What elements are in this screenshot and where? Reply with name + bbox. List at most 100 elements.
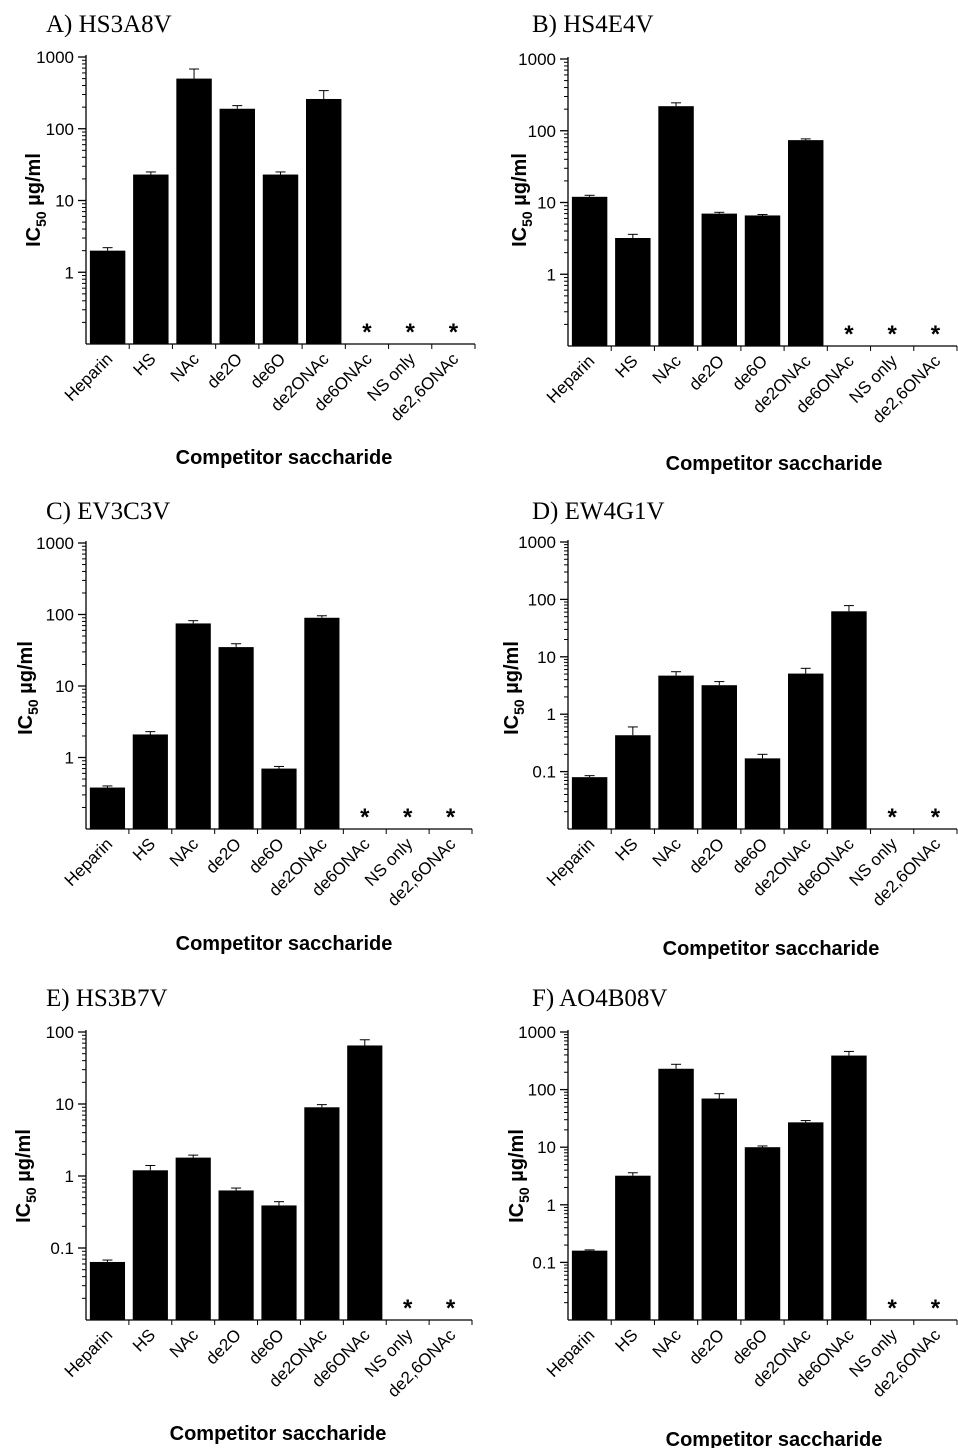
not-determined-marker: *: [887, 1295, 897, 1322]
bar-de6onac: [831, 611, 867, 829]
x-tick-label: de2O: [202, 834, 245, 877]
bar-hs: [132, 734, 168, 829]
bar-hs: [132, 1170, 168, 1320]
y-tick-label: 100: [46, 1023, 74, 1042]
not-determined-marker: *: [931, 321, 941, 348]
bar-de6o: [261, 1205, 297, 1320]
x-axis-label: Competitor saccharide: [666, 1429, 883, 1448]
x-tick-label: de2O: [685, 351, 728, 394]
y-tick-label: 100: [528, 590, 556, 609]
bar-de6o: [261, 768, 297, 829]
not-determined-marker: *: [446, 1295, 456, 1322]
bar-heparin: [89, 787, 126, 829]
bar-de2onac: [788, 140, 824, 346]
not-determined-marker: *: [931, 1295, 941, 1322]
x-tick-label: HS: [612, 834, 642, 864]
y-tick-label: 1: [65, 749, 74, 768]
x-tick-label: de2O: [685, 834, 728, 877]
x-tick-label: NAc: [649, 1325, 685, 1361]
y-axis-label: IC50 µg/ml: [15, 641, 41, 735]
x-axis-label: Competitor saccharide: [170, 1423, 387, 1445]
y-tick-label: 0.1: [50, 1239, 74, 1258]
y-tick-label: 100: [46, 606, 74, 625]
y-tick-label: 100: [528, 1081, 556, 1100]
x-tick-label: NAc: [167, 349, 203, 385]
y-tick-label: 1: [65, 263, 74, 282]
y-tick-label: 1: [65, 1167, 74, 1186]
bar-de2o: [701, 685, 737, 829]
x-tick-label: NAc: [649, 834, 685, 870]
y-tick-label: 0.1: [532, 1253, 556, 1272]
not-determined-marker: *: [403, 804, 413, 831]
panel-1: A) HS3A8V 1 10 100 1000 IC50 µg/ml Heparin HS NA…: [23, 11, 476, 469]
not-determined-marker: *: [887, 321, 897, 348]
x-tick-label: Heparin: [61, 349, 117, 405]
x-tick-label: HS: [612, 1325, 642, 1355]
bar-de2o: [218, 1190, 254, 1320]
bar-heparin: [571, 196, 608, 346]
panel-3: C) EV3C3V 1 10 100 1000 IC50 µg/ml Heparin HS NA…: [15, 498, 473, 955]
y-axis-label: IC50 µg/ml: [506, 1129, 532, 1223]
x-tick-label: NAc: [166, 1325, 202, 1361]
bar-de2onac: [788, 1122, 824, 1320]
bar-de6onac: [347, 1045, 383, 1320]
x-tick-label: HS: [130, 349, 160, 379]
x-tick-label: NAc: [649, 351, 685, 387]
y-tick-label: 10: [55, 1095, 74, 1114]
panel-title: D) EW4G1V: [532, 498, 665, 525]
y-tick-label: 0.1: [532, 763, 556, 782]
bar-hs: [615, 1175, 651, 1320]
x-tick-label: HS: [612, 351, 642, 381]
bar-nac: [176, 78, 212, 344]
bar-de6o: [744, 758, 781, 829]
y-tick-label: 10: [537, 1138, 556, 1157]
y-tick-label: 1000: [518, 50, 556, 69]
y-axis-label: IC50 µg/ml: [501, 641, 527, 735]
panel-4: D) EW4G1V 0.1 1 10 100 1000 IC50 µg/ml Heparin H…: [501, 498, 958, 960]
bar-de2onac: [304, 617, 340, 829]
y-tick-label: 10: [537, 194, 556, 213]
bar-de6o: [262, 174, 299, 344]
x-tick-label: HS: [129, 1325, 159, 1355]
bar-de6o: [744, 215, 781, 346]
not-determined-marker: *: [403, 1295, 413, 1322]
x-tick-label: NAc: [166, 834, 202, 870]
x-axis-label: Competitor saccharide: [666, 453, 883, 475]
x-axis-label: Competitor saccharide: [176, 447, 393, 469]
bar-de2o: [701, 1098, 737, 1320]
panel-5: E) HS3B7V 0.1 1 10 100 IC50 µg/ml Heparin HS NAc…: [13, 985, 473, 1445]
x-tick-label: Heparin: [61, 834, 117, 890]
y-tick-label: 1000: [36, 534, 74, 553]
not-determined-marker: *: [844, 321, 854, 348]
not-determined-marker: *: [887, 804, 897, 831]
x-tick-label: de2O: [202, 1325, 245, 1368]
bar-heparin: [89, 1261, 126, 1320]
x-tick-label: Heparin: [543, 834, 599, 890]
y-tick-label: 1000: [518, 533, 556, 552]
y-tick-label: 10: [55, 677, 74, 696]
y-tick-label: 1: [547, 265, 556, 284]
panel-title: F) AO4B08V: [532, 985, 667, 1012]
bar-hs: [133, 174, 169, 344]
panel-title: E) HS3B7V: [46, 985, 168, 1012]
y-axis-label: IC50 µg/ml: [509, 153, 535, 247]
bar-nac: [175, 1157, 211, 1320]
not-determined-marker: *: [360, 804, 370, 831]
y-tick-label: 1000: [518, 1023, 556, 1042]
bar-nac: [658, 1068, 694, 1320]
bar-nac: [175, 623, 211, 829]
bar-de2onac: [306, 98, 342, 344]
y-tick-label: 100: [528, 122, 556, 141]
x-axis-label: Competitor saccharide: [663, 938, 880, 960]
x-tick-label: de2O: [203, 349, 246, 392]
bar-nac: [658, 675, 694, 829]
bar-de2o: [701, 213, 737, 346]
bar-de2o: [218, 647, 254, 829]
bar-de2onac: [788, 673, 824, 829]
bar-heparin: [571, 1250, 608, 1320]
not-determined-marker: *: [446, 804, 456, 831]
panel-6: F) AO4B08V 0.1 1 10 100 1000 IC50 µg/ml Heparin…: [506, 985, 958, 1448]
x-tick-label: Heparin: [543, 351, 599, 407]
not-determined-marker: *: [405, 319, 415, 346]
